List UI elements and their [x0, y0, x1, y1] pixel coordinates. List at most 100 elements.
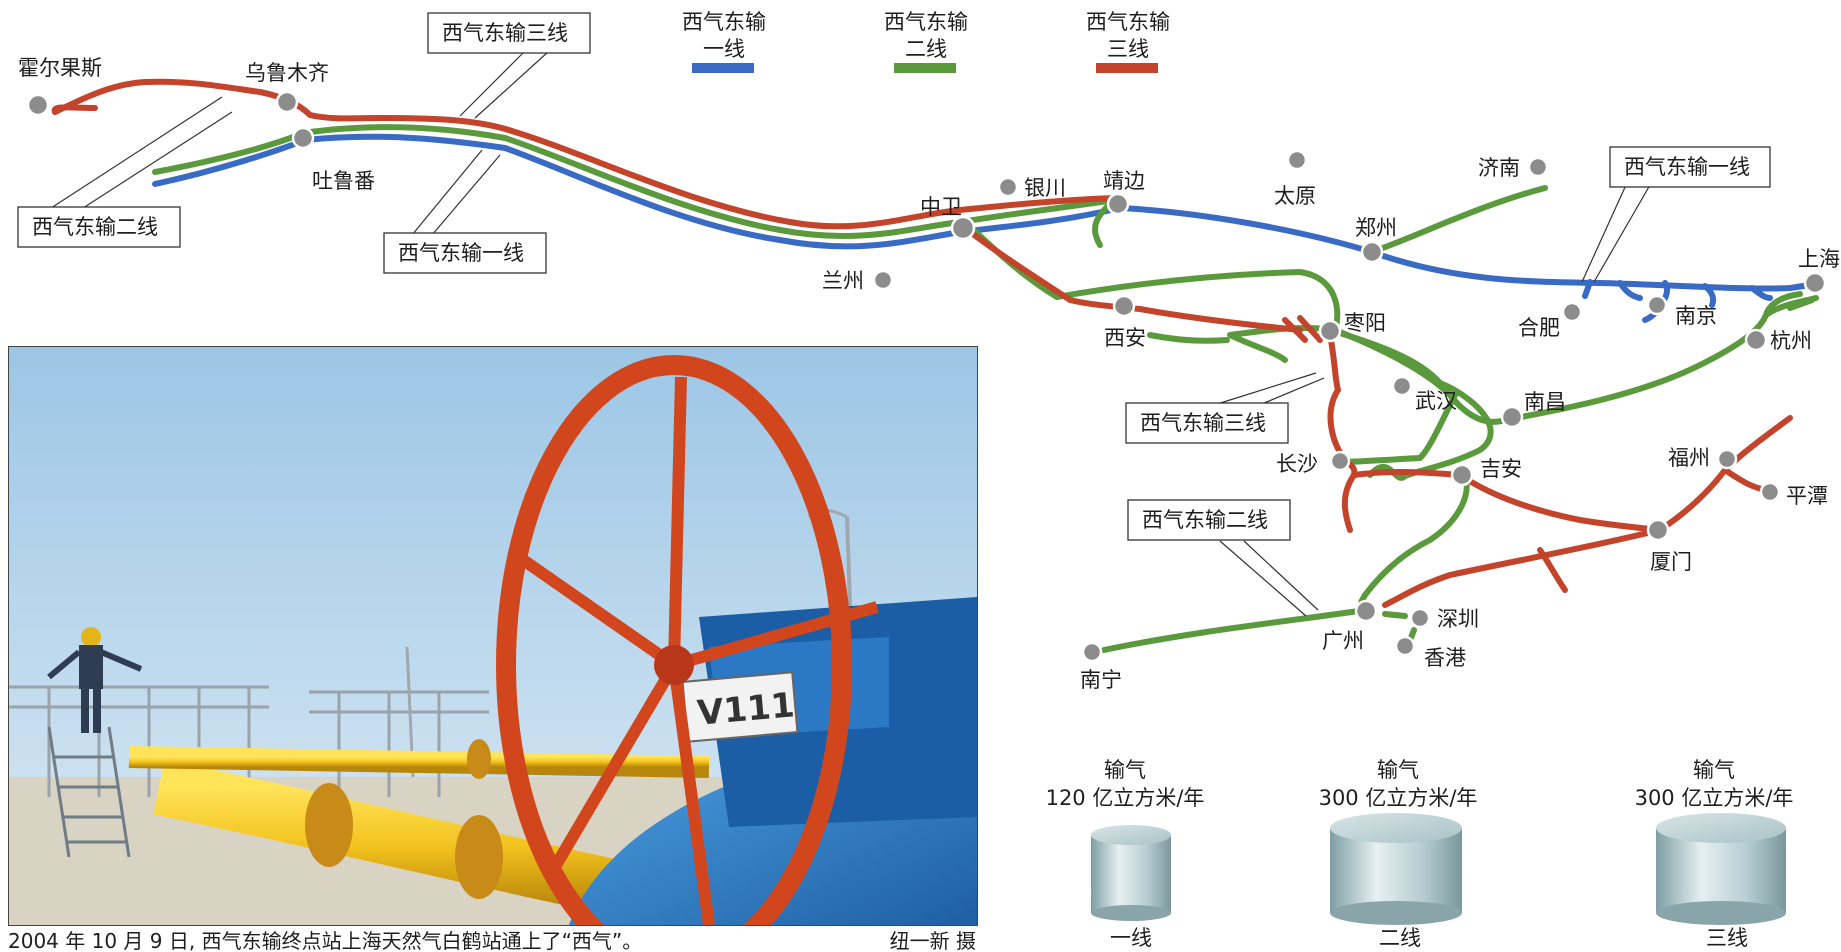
city-label-hangzhou: 杭州 [1770, 329, 1812, 353]
city-label-shenzhen: 深圳 [1437, 607, 1479, 631]
photo-caption-text: 2004 年 10 月 9 日, 西气东输终点站上海天然气白鹤站通上了“西气”。 [8, 930, 643, 952]
valve-tag: V111 [696, 685, 796, 733]
city-label-nanchang: 南昌 [1524, 390, 1566, 414]
city-dot-lanzhou [872, 269, 894, 291]
worker-figure [47, 627, 143, 733]
city-dot-hefei [1561, 301, 1583, 323]
capacity-line1: 输气 120 亿立方米/年 一线 [1046, 758, 1205, 950]
capacity-name-line3: 三线 [1706, 926, 1748, 950]
svg-text:西气东输: 西气东输 [884, 10, 968, 34]
photo-credit: 纽一新 摄 [889, 930, 976, 952]
city-markers [26, 90, 1827, 663]
capacity-label-line2: 输气 [1377, 758, 1419, 782]
city-label-wuhan: 武汉 [1415, 389, 1457, 413]
city-label-pingtan: 平潭 [1786, 484, 1828, 508]
city-dot-huoerguosi [26, 93, 50, 117]
city-label-tulufan: 吐鲁番 [312, 169, 375, 193]
city-dot-jian [1450, 463, 1474, 487]
city-dot-yinchuan [997, 176, 1019, 198]
capacity-name-line2: 二线 [1379, 926, 1421, 950]
city-label-guangzhou: 广州 [1322, 629, 1364, 653]
callout-text-line3-top: 西气东输三线 [442, 21, 568, 45]
capacity-line2: 输气 300 亿立方米/年 二线 [1319, 758, 1478, 950]
city-label-xiamen: 厦门 [1650, 550, 1692, 574]
city-label-zhongwei: 中卫 [920, 195, 962, 219]
city-dot-changsha [1329, 450, 1351, 472]
city-dot-nanjing [1646, 294, 1668, 316]
city-label-xian: 西安 [1104, 326, 1146, 350]
city-dot-nanchang [1500, 405, 1524, 429]
capacity-label-line3: 输气 [1693, 758, 1735, 782]
legend-item-line1: 西气东输 一线 [682, 10, 766, 73]
city-labels: 霍尔果斯 乌鲁木齐 吐鲁番 中卫 银川 靖边 兰州 太原 济南 郑州 上海 合肥… [18, 56, 1840, 692]
city-dot-xiamen [1646, 518, 1670, 542]
city-dot-pingtan [1759, 481, 1781, 503]
station-photo: V111 [8, 346, 978, 926]
city-dot-tulufan [291, 126, 315, 150]
callout-text-line2-south: 西气东输二线 [1142, 508, 1268, 532]
legend-swatch-line3 [1096, 63, 1158, 73]
callout-line1-east: 西气东输一线 [1581, 146, 1771, 283]
city-dot-hangzhou [1744, 328, 1768, 352]
city-dot-shenzhen [1409, 607, 1431, 629]
legend: 西气东输 一线 西气东输 二线 西气东输 三线 [682, 10, 1170, 73]
callout-text-line1-east: 西气东输一线 [1624, 155, 1750, 179]
callout-line3-top: 西气东输三线 [427, 12, 591, 119]
pipeline-line-1 [152, 133, 1823, 323]
svg-text:西气东输: 西气东输 [1086, 10, 1170, 34]
capacity-name-line1: 一线 [1110, 926, 1152, 950]
city-dot-xianggang [1394, 635, 1416, 657]
svg-text:西气东输: 西气东输 [682, 10, 766, 34]
city-label-jian: 吉安 [1480, 457, 1522, 481]
legend-item-line2: 西气东输 二线 [884, 10, 968, 73]
capacity-amount-line2: 300 亿立方米/年 [1319, 786, 1478, 810]
capacity-cylinder-line1-body [1091, 835, 1171, 913]
city-dot-jinan [1527, 156, 1549, 178]
city-label-shanghai: 上海 [1798, 247, 1840, 271]
city-dot-shanghai [1803, 271, 1827, 295]
city-dot-wulumuqi [275, 90, 299, 114]
city-dot-zhongwei [950, 215, 976, 241]
city-label-jinan: 济南 [1478, 156, 1520, 180]
city-label-fuzhou: 福州 [1668, 446, 1710, 470]
city-dot-fuzhou [1716, 448, 1738, 470]
callout-line2-south: 西气东输二线 [1127, 499, 1319, 617]
city-dot-zhengzhou [1360, 240, 1384, 264]
svg-text:一线: 一线 [703, 37, 745, 61]
svg-text:三线: 三线 [1107, 37, 1149, 61]
capacity-amount-line1: 120 亿立方米/年 [1046, 786, 1205, 810]
city-label-lanzhou: 兰州 [822, 269, 864, 293]
city-dot-guangzhou [1354, 599, 1378, 623]
city-label-hefei: 合肥 [1518, 316, 1560, 340]
legend-swatch-line2 [894, 63, 956, 73]
pipeline-line-3 [51, 78, 1793, 608]
legend-swatch-line1 [692, 63, 754, 73]
city-label-huoerguosi: 霍尔果斯 [18, 56, 102, 80]
svg-text:二线: 二线 [905, 37, 947, 61]
callout-line2-left: 西气东输二线 [17, 96, 233, 248]
city-label-changsha: 长沙 [1276, 452, 1318, 476]
callout-text-line2-left: 西气东输二线 [32, 215, 158, 239]
city-dot-wuhan [1391, 375, 1413, 397]
capacity-label-line1: 输气 [1104, 758, 1146, 782]
city-label-jingbian: 靖边 [1103, 169, 1145, 193]
callout-line3-mid: 西气东输三线 [1125, 372, 1325, 444]
city-dot-nanning [1081, 641, 1103, 663]
city-dot-jingbian [1106, 192, 1130, 216]
city-label-xianggang: 香港 [1424, 646, 1466, 670]
callout-text-line3-mid: 西气东输三线 [1140, 411, 1266, 435]
city-dot-xian [1112, 294, 1136, 318]
capacity-amount-line3: 300 亿立方米/年 [1635, 786, 1794, 810]
city-label-nanning: 南宁 [1080, 668, 1122, 692]
photo-caption: 2004 年 10 月 9 日, 西气东输终点站上海天然气白鹤站通上了“西气”。… [8, 930, 976, 952]
legend-item-line3: 西气东输 三线 [1086, 10, 1170, 73]
callout-line1-mid: 西气东输一线 [383, 149, 547, 274]
city-label-yinchuan: 银川 [1024, 176, 1066, 200]
capacity-panel: 输气 120 亿立方米/年 一线 输气 300 亿立方米/年 二线 输气 300… [1046, 758, 1794, 950]
city-label-wulumuqi: 乌鲁木齐 [245, 61, 329, 85]
city-label-nanjing: 南京 [1675, 304, 1717, 328]
callout-text-line1-mid: 西气东输一线 [398, 241, 524, 265]
city-dot-zaoyang [1318, 319, 1342, 343]
capacity-line3: 输气 300 亿立方米/年 三线 [1635, 758, 1794, 950]
